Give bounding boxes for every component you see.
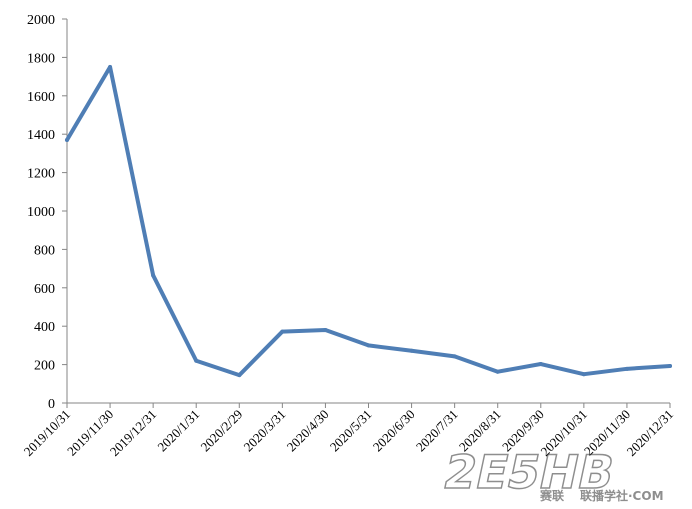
data-point: [495, 369, 500, 374]
x-tick-label: 2019/10/31: [21, 407, 73, 459]
data-point: [452, 354, 457, 359]
x-tick-label: 2020/2/29: [198, 407, 246, 455]
x-tick-label: 2020/3/31: [241, 407, 289, 455]
watermark-logo-text: 2E5HB: [439, 445, 619, 498]
y-tick-label: 200: [34, 359, 55, 374]
y-tick-label: 600: [34, 282, 55, 297]
data-point: [194, 358, 199, 363]
y-tick-label: 1200: [27, 167, 55, 182]
data-point: [581, 372, 586, 377]
data-point: [668, 363, 672, 368]
data-point: [366, 343, 371, 348]
y-tick-label: 400: [34, 320, 55, 335]
y-tick-label: 1000: [27, 205, 55, 220]
y-tick-label: 1800: [27, 51, 55, 66]
data-point: [65, 137, 69, 142]
series-points: [65, 65, 672, 378]
data-point: [108, 65, 113, 69]
x-tick-label: 2020/4/30: [284, 407, 332, 455]
x-tick-label: 2020/1/31: [154, 407, 202, 455]
watermark-url-text: 联播学社·COM: [580, 488, 664, 503]
y-tick-label: 1600: [27, 90, 55, 105]
x-tick-label: 2020/5/31: [327, 407, 375, 455]
y-tick-label: 0: [48, 397, 55, 412]
y-tick-label: 2000: [27, 13, 55, 28]
y-tick-label: 800: [34, 243, 55, 258]
x-tick-label: 2020/6/30: [370, 407, 418, 455]
data-point: [237, 373, 242, 378]
x-tick-label: 2020/12/31: [624, 407, 676, 459]
data-point: [409, 348, 414, 353]
data-point: [151, 273, 156, 278]
data-point: [624, 366, 629, 371]
y-axis-ticks: 0 200 400 600 800 1000 1200 1400 1600 1800 2000: [27, 13, 67, 412]
series-line: [65, 65, 672, 378]
y-tick-label: 1400: [27, 128, 55, 143]
data-point: [280, 329, 285, 334]
data-point: [323, 328, 328, 333]
watermark: 2E5HB 赛联 联播学社·COM: [438, 445, 664, 503]
watermark-small-text: 赛联: [539, 488, 564, 503]
data-point: [538, 362, 543, 367]
x-tick-label: 2019/12/31: [107, 407, 159, 459]
